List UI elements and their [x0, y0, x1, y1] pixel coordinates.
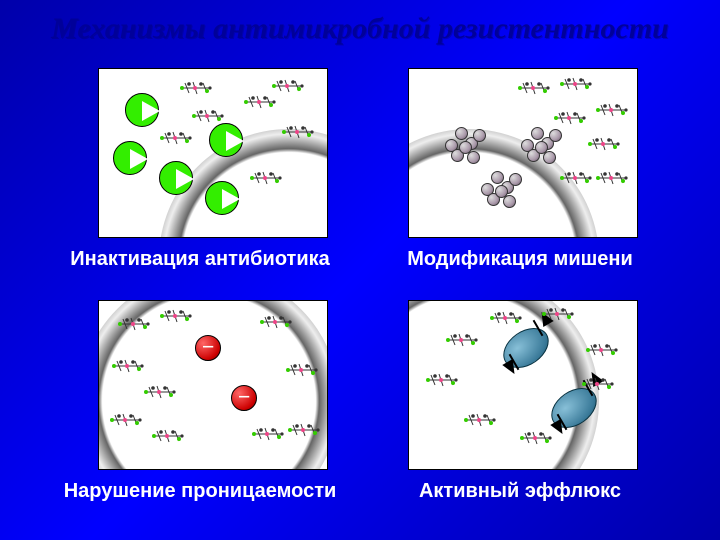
page-title: Механизмы антимикробной резистентности — [0, 0, 720, 46]
molecule-icon — [517, 79, 551, 97]
target-cluster-icon — [519, 125, 563, 165]
diagram-grid: Инактивация антибиотика — [0, 60, 720, 530]
molecule-icon — [159, 307, 193, 325]
molecule-icon — [111, 357, 145, 375]
molecule-icon — [109, 411, 143, 429]
molecule-icon — [191, 107, 225, 125]
molecule-icon — [151, 427, 185, 445]
panel-label: Нарушение проницаемости — [60, 480, 340, 503]
block-icon: − — [195, 335, 221, 361]
molecule-icon — [281, 123, 315, 141]
molecule-icon — [271, 77, 305, 95]
molecule-icon — [559, 75, 593, 93]
panel-label: Инактивация антибиотика — [60, 248, 340, 271]
molecule-icon — [463, 411, 497, 429]
panel-inactivation — [98, 68, 328, 238]
panel-label: Активный эффлюкс — [380, 480, 660, 503]
enzyme-icon — [209, 123, 243, 157]
molecule-icon — [179, 79, 213, 97]
molecule-icon — [541, 305, 575, 323]
molecule-icon — [559, 169, 593, 187]
panel-permeability: − − — [98, 300, 328, 470]
block-icon: − — [231, 385, 257, 411]
panel-label: Модификация мишени — [380, 248, 660, 271]
enzyme-icon — [159, 161, 193, 195]
enzyme-icon — [113, 141, 147, 175]
molecule-icon — [595, 101, 629, 119]
target-cluster-icon — [479, 169, 523, 209]
panel-efflux — [408, 300, 638, 470]
molecule-icon — [159, 129, 193, 147]
enzyme-icon — [205, 181, 239, 215]
molecule-icon — [259, 313, 293, 331]
panel-target-modification — [408, 68, 638, 238]
molecule-icon — [489, 309, 523, 327]
molecule-icon — [285, 361, 319, 379]
molecule-icon — [587, 135, 621, 153]
molecule-icon — [251, 425, 285, 443]
molecule-icon — [143, 383, 177, 401]
molecule-icon — [519, 429, 553, 447]
molecule-icon — [425, 371, 459, 389]
molecule-icon — [249, 169, 283, 187]
molecule-icon — [445, 331, 479, 349]
molecule-icon — [117, 315, 151, 333]
molecule-icon — [585, 341, 619, 359]
molecule-icon — [595, 169, 629, 187]
target-cluster-icon — [443, 125, 487, 165]
enzyme-icon — [125, 93, 159, 127]
molecule-icon — [243, 93, 277, 111]
molecule-icon — [287, 421, 321, 439]
molecule-icon — [581, 375, 615, 393]
